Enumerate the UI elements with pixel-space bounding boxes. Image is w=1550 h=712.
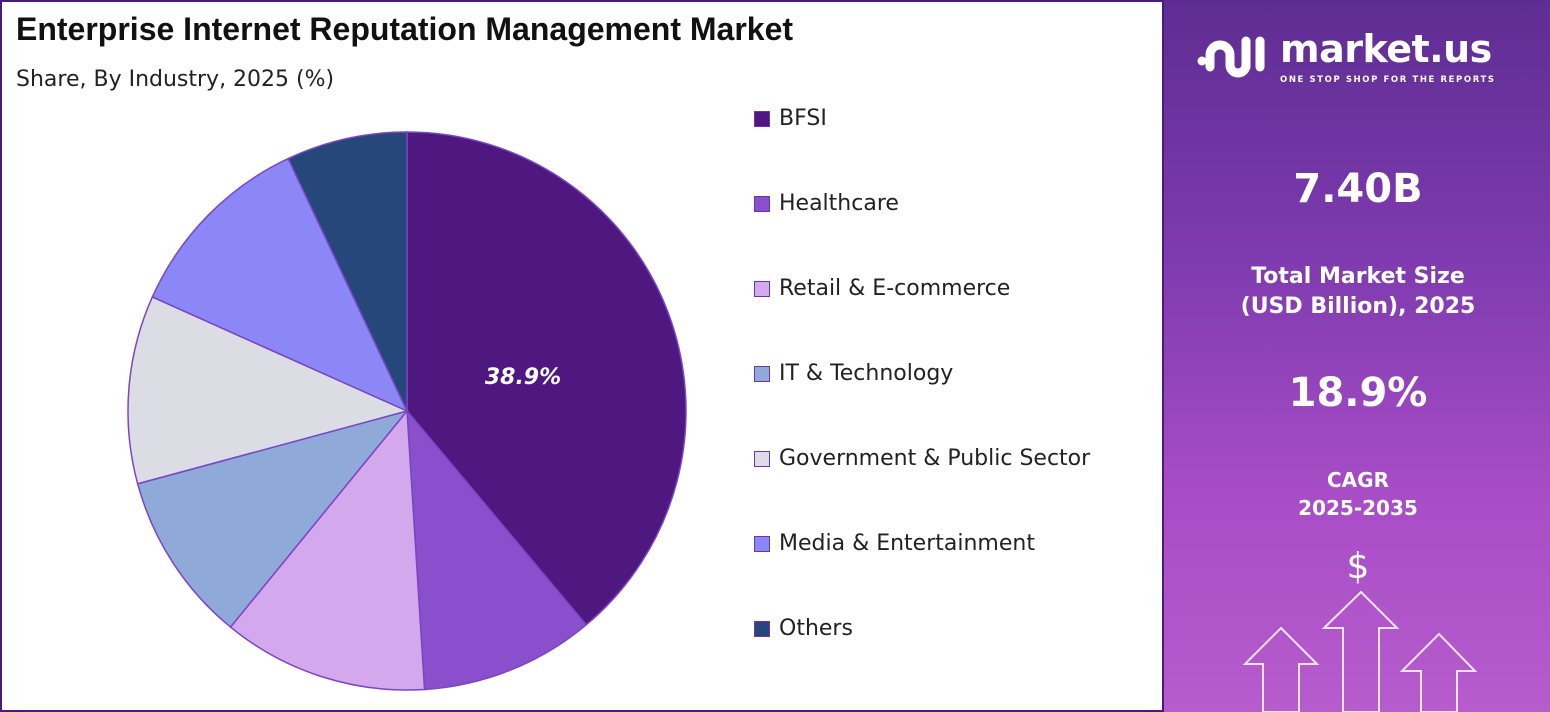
data-label: 38.9% xyxy=(485,365,561,390)
chart-subtitle: Share, By Industry, 2025 (%) xyxy=(16,67,335,92)
market-size-value: 7.40B xyxy=(1293,166,1423,212)
legend-swatch xyxy=(754,621,770,637)
market-size-label-1: Total Market Size xyxy=(1251,264,1465,289)
legend-swatch xyxy=(754,196,770,212)
legend-item: BFSI xyxy=(754,104,827,134)
pie-slice-media-entertainment xyxy=(151,157,409,413)
legend-swatch xyxy=(754,366,770,382)
legend-item: Media & Entertainment xyxy=(754,529,1035,559)
pie-slice-government-public-sector xyxy=(127,295,410,485)
growth-arrows-icon xyxy=(1242,590,1478,712)
legend-label: Government & Public Sector xyxy=(779,446,1091,471)
pie-slice-bfsi xyxy=(406,131,687,626)
logo-name: market.us xyxy=(1280,27,1492,71)
legend-item: Healthcare xyxy=(754,189,899,219)
summary-panel: market.us ONE STOP SHOP FOR THE REPORTS … xyxy=(1162,0,1550,712)
legend-label: Healthcare xyxy=(779,191,899,216)
legend-item: Government & Public Sector xyxy=(754,444,1090,474)
market-size-label-2: (USD Billion), 2025 xyxy=(1240,294,1476,319)
pie-slice-retail-e-commerce xyxy=(229,409,426,691)
pie-slice-others xyxy=(287,131,408,412)
cagr-label-2: 2025-2035 xyxy=(1298,496,1418,520)
market-us-logo: market.us ONE STOP SHOP FOR THE REPORTS xyxy=(1196,26,1496,86)
cagr-value: 18.9% xyxy=(1288,370,1428,416)
legend-item: Retail & E-commerce xyxy=(754,274,1010,304)
legend-swatch xyxy=(754,451,770,467)
legend-label: IT & Technology xyxy=(779,361,954,386)
logo-mark-icon xyxy=(1197,36,1265,78)
legend-label: BFSI xyxy=(779,106,827,131)
legend-swatch xyxy=(754,536,770,552)
legend-label: Others xyxy=(779,616,853,641)
legend-item: IT & Technology xyxy=(754,359,953,389)
legend-swatch xyxy=(754,281,770,297)
pie-slice-it-technology xyxy=(136,409,410,629)
cagr-label-1: CAGR xyxy=(1327,468,1389,492)
chart-title: Enterprise Internet Reputation Managemen… xyxy=(16,11,794,47)
legend-item: Others xyxy=(754,614,853,644)
legend-label: Media & Entertainment xyxy=(779,531,1035,556)
dollar-icon: $ xyxy=(1346,546,1370,587)
logo-tagline: ONE STOP SHOP FOR THE REPORTS xyxy=(1280,75,1496,85)
pie-slice-healthcare xyxy=(406,408,588,691)
pie-chart: 38.9% xyxy=(127,131,687,691)
legend-swatch xyxy=(754,111,770,127)
legend-label: Retail & E-commerce xyxy=(779,276,1011,301)
